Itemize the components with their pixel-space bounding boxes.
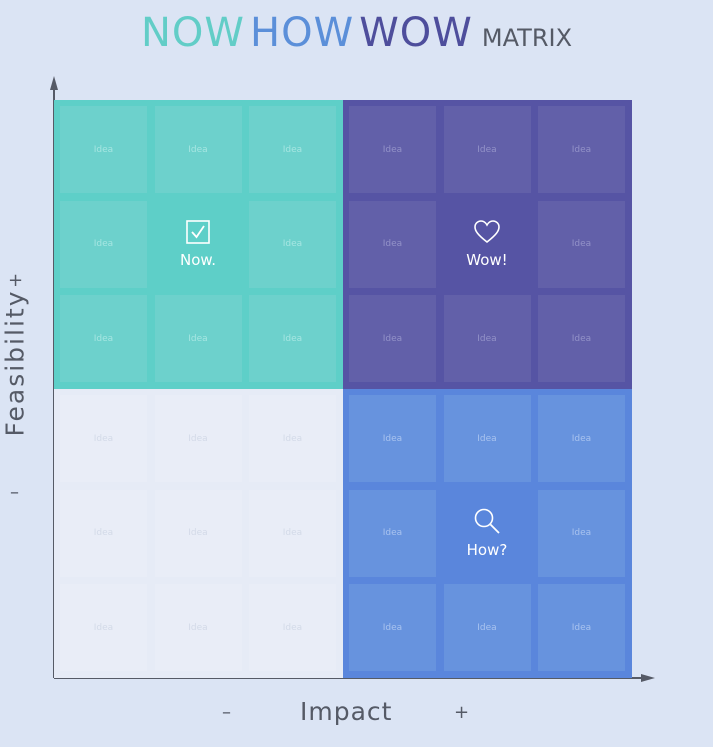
matrix-title: NOW HOW WOW MATRIX	[0, 10, 713, 56]
checkbox-icon	[186, 220, 210, 244]
idea-cell: Idea	[538, 106, 625, 193]
idea-cell: Idea	[60, 200, 147, 288]
quadrant-low: Idea Idea Idea Idea Idea Idea Idea Idea Idea	[54, 389, 343, 678]
quadrant-how-center: How?	[443, 489, 531, 577]
idea-cell: Idea	[249, 584, 336, 671]
idea-cell: Idea	[443, 584, 531, 671]
idea-cell: Idea	[249, 106, 336, 193]
title-matrix: MATRIX	[481, 24, 573, 52]
idea-cell: Idea	[538, 584, 625, 671]
x-axis-minus: –	[222, 702, 231, 723]
idea-cell: Idea	[154, 395, 242, 482]
y-axis-arrow	[50, 76, 58, 90]
idea-cell: Idea	[60, 584, 147, 671]
magnifier-icon	[474, 508, 500, 534]
checkbox-icon	[185, 219, 211, 245]
x-axis-arrow	[641, 674, 655, 682]
idea-cell: Idea	[249, 200, 336, 288]
idea-cell: Idea	[349, 489, 436, 577]
idea-cell: Idea	[154, 106, 242, 193]
magnifier-icon	[473, 507, 501, 535]
idea-cell: Idea	[60, 295, 147, 382]
x-axis-plus: +	[454, 702, 470, 723]
quadrant-wow-label: Wow!	[466, 251, 508, 269]
idea-cell: Idea	[249, 395, 336, 482]
idea-cell: Idea	[443, 295, 531, 382]
x-axis-label: Impact	[300, 697, 393, 726]
idea-cell: Idea	[443, 106, 531, 193]
idea-cell: Idea	[249, 489, 336, 577]
idea-cell: Idea	[349, 584, 436, 671]
idea-cell: Idea	[154, 295, 242, 382]
quadrant-wow-center: Wow!	[443, 200, 531, 288]
idea-cell: Idea	[349, 395, 436, 482]
quadrant-now-label: Now.	[179, 251, 217, 269]
quadrant-wow: Idea Idea Idea Idea Wow! Idea Idea Idea Idea	[343, 100, 632, 389]
quadrant-now-center: Now.	[154, 200, 242, 288]
idea-cell: Idea	[349, 106, 436, 193]
idea-cell: Idea	[538, 295, 625, 382]
idea-cell: Idea	[249, 295, 336, 382]
title-now: NOW	[140, 10, 245, 56]
quadrant-now: Idea Idea Idea Idea Now. Idea Idea Idea Idea	[54, 100, 343, 389]
idea-cell: Idea	[60, 106, 147, 193]
idea-cell: Idea	[60, 489, 147, 577]
idea-cell: Idea	[443, 395, 531, 482]
idea-cell: Idea	[538, 489, 625, 577]
heart-icon	[473, 219, 501, 245]
title-how: HOW	[250, 10, 355, 56]
idea-cell: Idea	[349, 200, 436, 288]
idea-cell: Idea	[154, 584, 242, 671]
title-wow: WOW	[359, 10, 473, 56]
idea-cell: Idea	[154, 489, 242, 577]
heart-icon	[474, 220, 500, 244]
idea-cell: Idea	[60, 395, 147, 482]
idea-cell: Idea	[349, 295, 436, 382]
idea-cell: Idea	[538, 395, 625, 482]
y-axis-plus: +	[8, 270, 24, 291]
quadrant-how: Idea Idea Idea Idea How? Idea Idea Idea Idea	[343, 389, 632, 678]
quadrant-how-label: How?	[466, 541, 508, 559]
y-axis-label: Feasibility	[0, 289, 30, 437]
idea-cell: Idea	[538, 200, 625, 288]
y-axis-minus: –	[10, 482, 19, 503]
